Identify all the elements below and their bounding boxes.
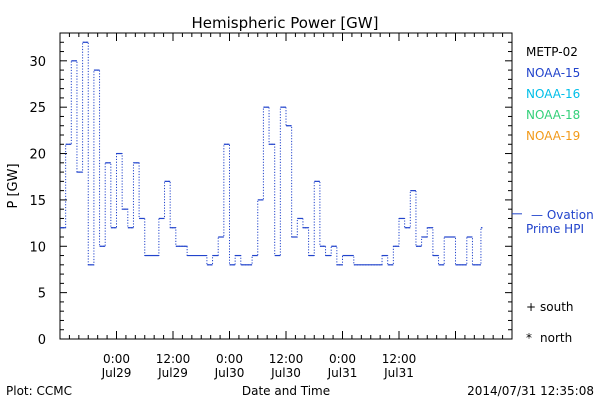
y-tick-label: 20	[29, 148, 46, 163]
y-axis: 0 5 10 15 20 25 30	[29, 32, 512, 348]
legend-entry: NOAA-16	[526, 87, 580, 101]
x-tick-date-label: Jul31	[327, 366, 358, 380]
x-tick-time-label: 0:00	[103, 352, 130, 366]
y-tick-label: 10	[29, 240, 46, 255]
x-tick-time-label: 12:00	[269, 352, 304, 366]
y-tick-label: 30	[29, 55, 46, 70]
ovation-label-line2: Prime HPI	[526, 222, 584, 236]
x-tick-date-label: Jul31	[383, 366, 414, 380]
marker-symbol: *	[526, 331, 532, 345]
series-line-0	[60, 41, 483, 266]
y-tick-label: 15	[29, 194, 46, 209]
x-axis: 0:00Jul2912:00Jul290:00Jul3012:00Jul300:…	[59, 33, 513, 380]
x-tick-date-label: Jul30	[270, 366, 301, 380]
plot-frame	[59, 32, 513, 340]
x-tick-date-label: Jul29	[157, 366, 188, 380]
x-tick-date-label: Jul29	[101, 366, 132, 380]
y-tick-label: 25	[29, 101, 46, 116]
x-tick-time-label: 0:00	[329, 352, 356, 366]
y-axis-label: P [GW]	[6, 163, 21, 208]
x-tick-date-label: Jul30	[214, 366, 245, 380]
ovation-hpi: — Ovation Prime HPI	[512, 208, 594, 236]
hemisphere-markers: + south * north	[526, 300, 574, 345]
legend-entry: NOAA-18	[526, 108, 580, 122]
marker-label: south	[540, 300, 574, 314]
x-tick-time-label: 12:00	[382, 352, 417, 366]
legend-entry: METP-02	[526, 45, 578, 59]
x-axis-label: Date and Time	[242, 384, 330, 398]
ovation-label-line1: — Ovation	[531, 208, 594, 222]
timestamp: 2014/07/31 12:35:08	[467, 384, 594, 398]
plot-area	[59, 32, 513, 340]
x-tick-time-label: 12:00	[156, 352, 191, 366]
legend-entry: NOAA-19	[526, 129, 580, 143]
plot-credit: Plot: CCMC	[6, 384, 72, 398]
marker-symbol: +	[526, 300, 536, 314]
x-tick-time-label: 0:00	[216, 352, 243, 366]
chart-title: Hemispheric Power [GW]	[192, 14, 379, 32]
y-tick-label: 0	[38, 333, 46, 348]
series-layer	[60, 41, 483, 266]
marker-label: north	[540, 331, 572, 345]
y-tick-label: 5	[38, 287, 46, 302]
legend-entry: NOAA-15	[526, 66, 580, 80]
legend: METP-02 NOAA-15 NOAA-16 NOAA-18 NOAA-19	[526, 45, 580, 143]
